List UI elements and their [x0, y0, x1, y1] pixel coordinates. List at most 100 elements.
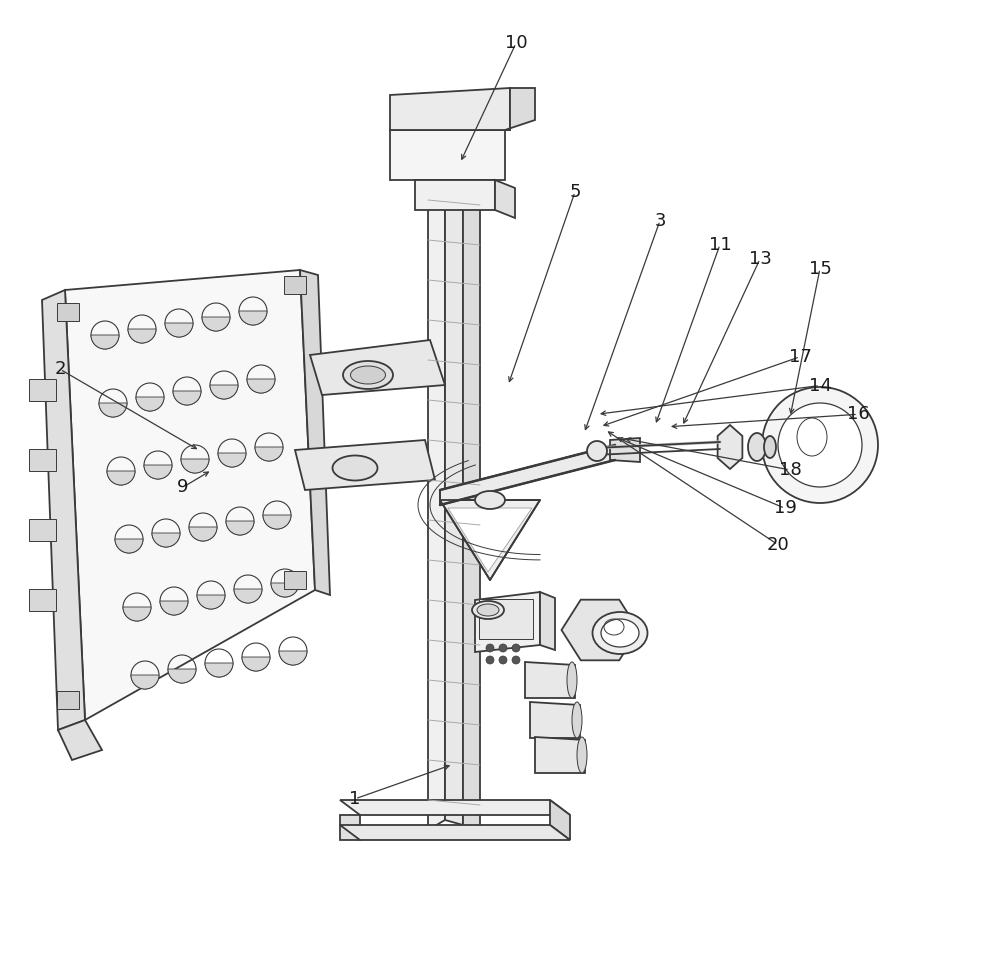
Circle shape — [778, 403, 862, 487]
Polygon shape — [390, 130, 505, 180]
Ellipse shape — [351, 366, 386, 384]
Polygon shape — [540, 592, 555, 650]
Wedge shape — [115, 539, 143, 553]
Wedge shape — [218, 453, 246, 467]
Polygon shape — [525, 662, 575, 698]
Polygon shape — [610, 438, 640, 462]
Wedge shape — [168, 669, 196, 683]
Text: 14: 14 — [809, 377, 831, 394]
Wedge shape — [234, 589, 262, 603]
Polygon shape — [300, 270, 330, 595]
Wedge shape — [205, 663, 233, 677]
Ellipse shape — [748, 433, 766, 461]
Text: 10: 10 — [505, 35, 527, 52]
Circle shape — [587, 441, 607, 461]
Text: 13: 13 — [749, 250, 771, 268]
Polygon shape — [310, 340, 445, 395]
Polygon shape — [390, 88, 510, 130]
Ellipse shape — [601, 619, 639, 647]
Polygon shape — [440, 445, 615, 505]
Text: 3: 3 — [654, 212, 666, 229]
Circle shape — [499, 656, 507, 664]
FancyBboxPatch shape — [284, 276, 306, 294]
Text: 18: 18 — [779, 461, 801, 479]
Wedge shape — [173, 391, 201, 405]
Circle shape — [512, 656, 520, 664]
Wedge shape — [107, 471, 135, 485]
Text: 5: 5 — [569, 183, 581, 200]
Polygon shape — [58, 720, 102, 760]
Wedge shape — [247, 379, 275, 393]
Polygon shape — [415, 180, 495, 210]
Polygon shape — [505, 88, 535, 130]
Ellipse shape — [567, 662, 577, 698]
Text: 9: 9 — [177, 479, 189, 496]
Wedge shape — [255, 447, 283, 461]
Polygon shape — [535, 737, 585, 773]
Wedge shape — [136, 397, 164, 411]
Ellipse shape — [764, 436, 776, 458]
Ellipse shape — [577, 737, 587, 773]
Ellipse shape — [472, 601, 504, 619]
FancyBboxPatch shape — [57, 303, 79, 321]
Wedge shape — [181, 459, 209, 473]
Circle shape — [486, 656, 494, 664]
Wedge shape — [91, 335, 119, 349]
Polygon shape — [562, 599, 639, 661]
Text: 17: 17 — [789, 348, 811, 365]
Polygon shape — [530, 702, 580, 738]
FancyBboxPatch shape — [29, 589, 56, 611]
Ellipse shape — [343, 361, 393, 389]
FancyBboxPatch shape — [57, 691, 79, 709]
Polygon shape — [340, 815, 360, 840]
Wedge shape — [160, 601, 188, 615]
Wedge shape — [165, 323, 193, 337]
FancyBboxPatch shape — [29, 519, 56, 541]
Polygon shape — [495, 180, 515, 218]
Polygon shape — [428, 170, 445, 830]
Wedge shape — [239, 311, 267, 325]
Polygon shape — [42, 290, 85, 730]
Wedge shape — [271, 583, 299, 597]
Ellipse shape — [572, 702, 582, 738]
Ellipse shape — [332, 456, 378, 480]
Text: 1: 1 — [349, 790, 361, 807]
Polygon shape — [718, 425, 742, 469]
Polygon shape — [340, 800, 570, 815]
Polygon shape — [448, 508, 532, 572]
Wedge shape — [152, 533, 180, 547]
Text: 19: 19 — [774, 500, 796, 517]
Polygon shape — [550, 800, 570, 840]
Wedge shape — [197, 595, 225, 609]
Wedge shape — [202, 317, 230, 331]
Wedge shape — [123, 607, 151, 621]
FancyBboxPatch shape — [29, 449, 56, 471]
Text: 15: 15 — [809, 260, 831, 277]
Polygon shape — [295, 440, 435, 490]
Text: 16: 16 — [847, 406, 869, 423]
Ellipse shape — [592, 612, 648, 654]
Wedge shape — [210, 385, 238, 399]
Circle shape — [486, 644, 494, 652]
Wedge shape — [128, 329, 156, 343]
Circle shape — [499, 644, 507, 652]
Wedge shape — [279, 651, 307, 665]
Text: 2: 2 — [54, 361, 66, 378]
Wedge shape — [226, 521, 254, 535]
Polygon shape — [475, 592, 540, 652]
Polygon shape — [65, 270, 315, 720]
Ellipse shape — [475, 491, 505, 509]
Polygon shape — [445, 170, 463, 825]
FancyBboxPatch shape — [29, 379, 56, 401]
Wedge shape — [263, 515, 291, 529]
Text: 11: 11 — [709, 236, 731, 253]
Polygon shape — [340, 825, 570, 840]
Circle shape — [512, 644, 520, 652]
Wedge shape — [242, 657, 270, 671]
Polygon shape — [440, 500, 540, 580]
Ellipse shape — [477, 604, 499, 616]
Text: 20: 20 — [767, 536, 789, 553]
Wedge shape — [144, 465, 172, 479]
FancyBboxPatch shape — [284, 571, 306, 589]
Wedge shape — [131, 675, 159, 689]
